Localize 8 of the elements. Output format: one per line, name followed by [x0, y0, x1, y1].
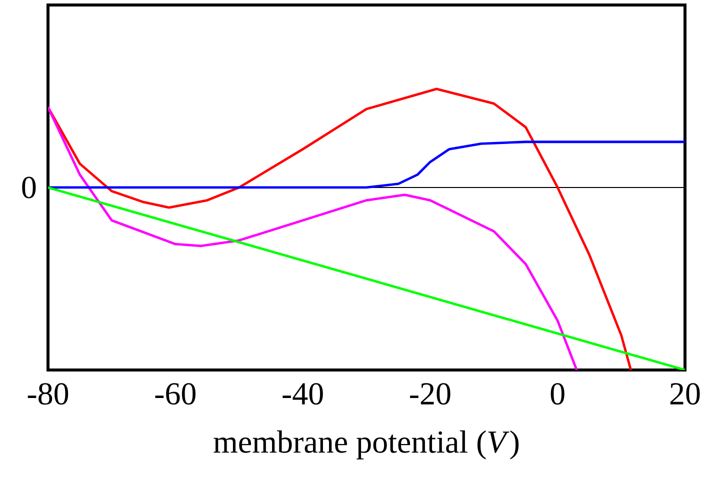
x-tick-label: 20 [670, 383, 700, 405]
ref-line-label: 0 [22, 176, 36, 198]
x-tick-label: -40 [282, 383, 323, 405]
x-tick-label: 0 [550, 383, 564, 405]
x-tick-label: -20 [410, 383, 450, 405]
x-tick-label: -60 [155, 383, 196, 405]
x-axis-title: membrane potential (V) [214, 430, 519, 460]
x-tick-label: -80 [28, 383, 68, 405]
